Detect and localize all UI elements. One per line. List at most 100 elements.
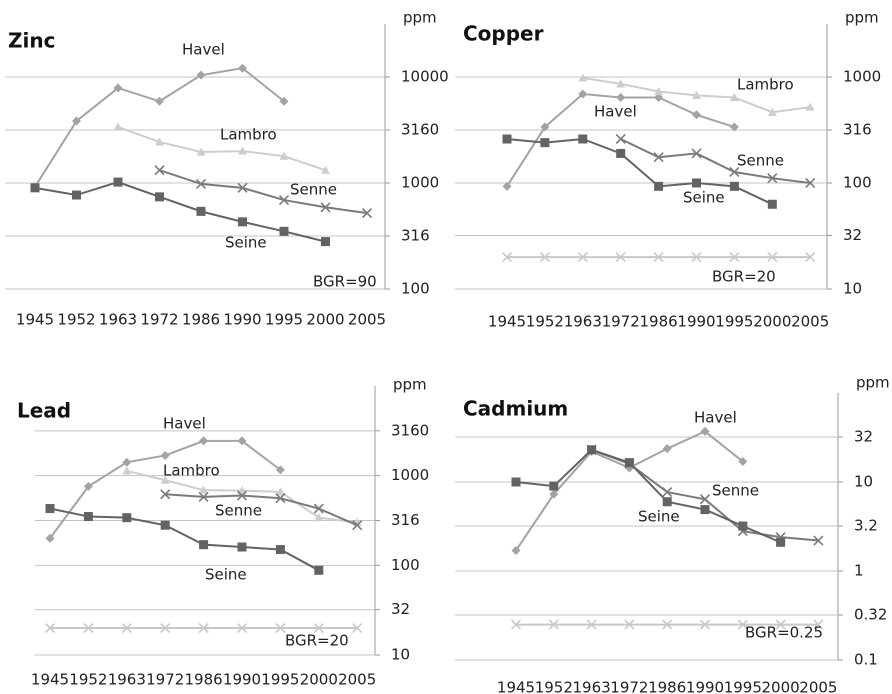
marker — [738, 521, 748, 531]
marker — [813, 535, 824, 546]
x-tick-label: 1963 — [108, 671, 146, 689]
y-tick-label: 0.32 — [854, 606, 887, 624]
series — [160, 489, 363, 531]
annotation: BGR=90 — [313, 273, 377, 291]
marker — [45, 533, 55, 543]
series — [578, 73, 815, 116]
marker — [313, 503, 324, 514]
marker — [653, 252, 664, 263]
x-tick-label: 1963 — [564, 313, 602, 331]
marker — [586, 619, 597, 630]
y-axis-label: ppm — [393, 376, 427, 394]
marker — [587, 445, 597, 455]
marker — [199, 436, 209, 446]
series-label: Senne — [712, 482, 759, 500]
y-axis-label: ppm — [856, 374, 890, 392]
marker — [238, 63, 247, 73]
x-tick-label: 1986 — [185, 671, 223, 689]
marker — [198, 622, 209, 634]
x-tick-label: 2000 — [306, 311, 344, 329]
series — [502, 134, 777, 209]
marker — [624, 619, 635, 630]
marker — [122, 466, 132, 475]
marker — [662, 497, 672, 507]
marker — [767, 199, 777, 209]
series — [615, 133, 816, 189]
marker — [83, 512, 93, 522]
series-label: Lambro — [737, 76, 794, 94]
y-axis-label: ppm — [845, 9, 879, 27]
marker — [321, 237, 330, 247]
marker — [45, 504, 55, 514]
x-tick-label: 1963 — [99, 311, 137, 329]
series-line — [165, 493, 358, 527]
marker — [237, 436, 247, 446]
series-line — [515, 448, 781, 544]
x-tick-label: 1972 — [602, 313, 640, 331]
marker — [539, 252, 550, 263]
marker — [275, 622, 286, 634]
marker — [692, 178, 701, 188]
marker — [691, 252, 702, 263]
y-tick-label: 10 — [854, 473, 873, 491]
marker — [238, 217, 247, 227]
marker — [616, 93, 626, 103]
x-tick-label: 1986 — [640, 313, 678, 331]
x-tick-label: 1990 — [223, 311, 261, 329]
marker — [615, 133, 626, 145]
marker — [578, 89, 588, 99]
y-tick-label: 10 — [391, 646, 410, 664]
marker — [549, 489, 559, 499]
marker — [275, 493, 286, 504]
series — [154, 165, 373, 219]
marker — [775, 619, 786, 630]
marker — [577, 252, 588, 263]
marker — [321, 165, 330, 174]
y-tick-label: 1000 — [401, 173, 439, 191]
series — [502, 89, 739, 191]
marker — [83, 622, 94, 634]
panel-title: Copper — [463, 22, 544, 46]
x-tick-label: 1995 — [261, 671, 299, 689]
marker — [160, 475, 170, 484]
y-tick-label: 316 — [843, 121, 872, 139]
x-tick-label: 2005 — [799, 679, 837, 694]
x-tick-label: 1952 — [535, 679, 573, 694]
marker — [502, 181, 512, 191]
marker — [199, 485, 209, 494]
marker — [653, 152, 664, 163]
y-tick-label: 32 — [854, 428, 873, 446]
series — [511, 445, 786, 547]
y-tick-label: 3.2 — [854, 517, 878, 535]
y-tick-label: 1000 — [391, 466, 429, 484]
marker — [320, 202, 331, 213]
series-line — [117, 126, 326, 172]
marker — [737, 619, 748, 630]
series-label: Seine — [638, 508, 680, 526]
series-line — [159, 169, 368, 215]
marker — [510, 619, 522, 630]
marker — [729, 166, 740, 178]
x-tick-label: 1986 — [182, 311, 220, 329]
y-tick-label: 316 — [401, 227, 430, 245]
marker — [767, 173, 778, 184]
y-tick-label: 100 — [843, 173, 872, 191]
reference-label: BGR=20 — [285, 632, 349, 650]
marker — [549, 481, 559, 491]
y-axis-label: ppm — [403, 9, 437, 27]
reference-label: BGR=0.25 — [745, 624, 823, 642]
marker — [578, 134, 588, 144]
panel-title: Cadmium — [463, 397, 568, 421]
x-tick-label: 1995 — [265, 311, 303, 329]
marker — [654, 86, 664, 96]
marker — [237, 542, 247, 552]
series-line — [49, 507, 320, 572]
marker — [700, 426, 710, 436]
marker — [501, 252, 513, 263]
marker — [729, 252, 740, 263]
marker — [511, 545, 521, 555]
marker — [154, 165, 165, 176]
marker — [199, 540, 209, 550]
x-tick-label: 1945 — [31, 671, 69, 689]
